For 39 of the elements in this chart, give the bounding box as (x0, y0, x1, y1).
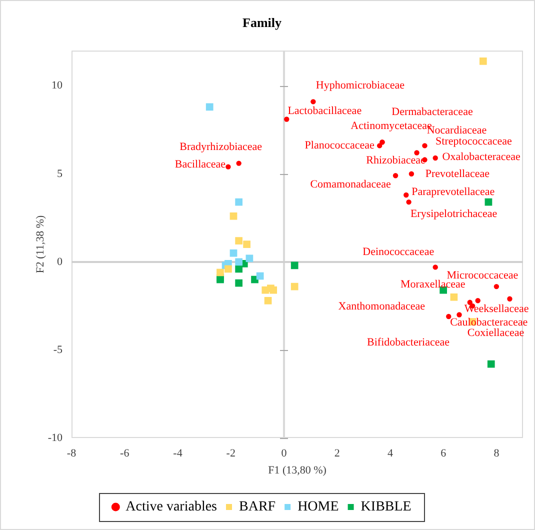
annotation: Caulobacteraceae (450, 316, 528, 329)
annotation: Paraprevotellaceae (412, 186, 495, 198)
annotation: Streptococcaceae (436, 136, 512, 148)
legend-label: HOME (298, 500, 339, 515)
x-tick-label: 0 (281, 447, 288, 460)
y-tick-label: -10 (48, 432, 63, 444)
x-tick-label: 2 (334, 447, 340, 460)
x-tick-label: -6 (120, 447, 130, 460)
x-tick-label: -2 (226, 447, 236, 460)
annotation: Rhizobiaceae (366, 154, 426, 167)
y-tick-label: 0 (57, 256, 63, 268)
y-axis-title: F2 (11,38 %) (34, 214, 46, 274)
y-tick-label: 5 (57, 168, 63, 180)
annotation: Oxalobacteraceae (442, 150, 521, 163)
annotation: Lactobacillaceae (288, 105, 362, 118)
x-axis-title: F1 (13,80 %) (268, 464, 327, 476)
annotation: Hyphomicrobiaceae (316, 80, 405, 92)
annotation: Coxiellaceae (467, 326, 524, 339)
y-tick-label: -5 (53, 344, 63, 356)
annotation: Erysipelotrichaceae (410, 208, 498, 220)
x-tick-label: -8 (66, 447, 77, 460)
x-tick-label: 4 (387, 447, 394, 460)
annotation: Deinococcaceae (362, 246, 434, 258)
annotation: Xanthomonadaceae (338, 300, 426, 312)
legend-label: KIBBLE (360, 500, 412, 515)
chart-title: Family (242, 15, 282, 30)
legend-label: BARF (239, 500, 276, 515)
annotation: Dermabacteraceae (392, 106, 473, 118)
x-tick-label: 8 (494, 447, 500, 460)
annotation: Bradyrhizobiaceae (180, 141, 262, 154)
annotation: Planococcaceae (304, 140, 374, 152)
x-tick-label: -4 (173, 447, 183, 460)
annotation: Bifidobacteriaceae (367, 336, 450, 349)
annotation: Comamonadaceae (310, 178, 391, 191)
legend-label: Active variables (126, 500, 218, 515)
annotation: Prevotellaceae (425, 168, 490, 180)
annotation: Bacillaceae (174, 158, 226, 171)
y-tick-label: 10 (52, 80, 63, 92)
x-tick-label: 6 (440, 447, 447, 460)
